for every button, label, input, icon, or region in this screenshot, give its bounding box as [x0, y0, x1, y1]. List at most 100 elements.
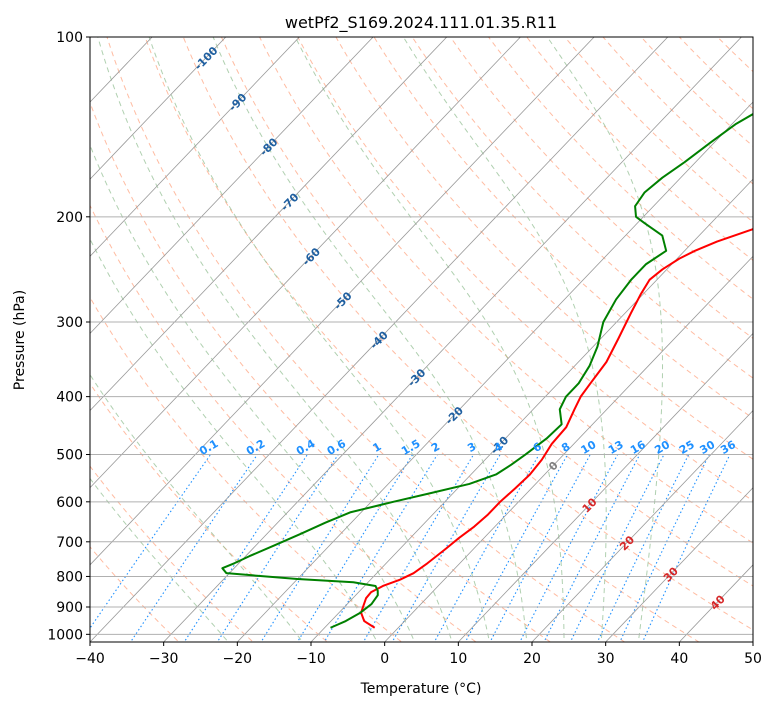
dry-adiabat: [90, 296, 403, 642]
x-tick-label: −10: [296, 651, 326, 667]
mixing-ratio-line: [260, 454, 380, 642]
dry-adiabat: [144, 37, 700, 642]
chart-title: wetPf2_S169.2024.111.01.35.R11: [285, 13, 557, 33]
isotherm-label: -30: [405, 366, 428, 389]
mixing-ratio-line: [464, 454, 569, 642]
isotherm-label: -60: [300, 245, 323, 268]
moist-adiabat: [402, 37, 607, 642]
x-tick-label: 10: [449, 651, 467, 667]
isotherm-label: -20: [443, 404, 466, 427]
isotherm-label: 20: [617, 533, 637, 553]
x-tick-label: −40: [75, 651, 105, 667]
moist-adiabat: [90, 477, 229, 642]
dry-adiabat: [335, 37, 753, 460]
isotherm-line: [90, 37, 669, 642]
x-tick-label: 30: [597, 651, 615, 667]
isotherm-line: [90, 37, 521, 489]
moist-adiabats: [90, 37, 664, 642]
y-tick-label: 700: [56, 535, 83, 551]
mixing-ratio-line: [619, 454, 710, 642]
isotherm-line: [90, 37, 374, 335]
y-tick-label: 100: [56, 30, 83, 46]
dry-adiabat: [220, 37, 753, 587]
x-tick-label: 50: [744, 651, 762, 667]
isotherm-label: -90: [226, 91, 249, 114]
moist-adiabat: [90, 373, 304, 642]
isotherm-line: [384, 255, 753, 642]
x-tick-label: 20: [523, 651, 541, 667]
x-axis-label: Temperature (°C): [360, 681, 482, 697]
isotherm-label: -50: [331, 289, 354, 312]
mixing-ratio-line: [489, 454, 591, 642]
x-tick-label: 40: [670, 651, 688, 667]
dry-adiabat: [90, 204, 477, 642]
y-tick-label: 300: [56, 315, 83, 331]
plot-frame: [89, 36, 754, 643]
plot-area: -100-90-80-70-60-50-40-30-20-10010203040…: [90, 37, 753, 642]
isotherm-line: [163, 37, 742, 642]
mixing-ratio-line: [362, 454, 475, 642]
pressure-gridlines: [90, 37, 753, 635]
isotherm-line: [236, 101, 753, 642]
dry-adiabat: [487, 37, 753, 300]
dry-adiabat: [90, 382, 329, 642]
isotherm-label: 10: [580, 495, 600, 515]
y-tick-label: 800: [56, 569, 83, 585]
x-tick-label: −20: [223, 651, 253, 667]
dry-adiabat: [373, 37, 753, 419]
mixing-ratio-line: [519, 454, 619, 642]
y-axis-label: Pressure (hPa): [12, 290, 28, 390]
moist-adiabat: [90, 143, 416, 642]
isotherm-label: -80: [257, 135, 280, 158]
isotherm-line: [90, 37, 595, 566]
dry-adiabat: [106, 37, 626, 642]
isotherm-line: [752, 641, 753, 642]
isotherm-line: [90, 37, 448, 412]
mixing-ratio-line: [543, 454, 641, 642]
moist-adiabat: [546, 37, 664, 642]
isotherm-line: [310, 178, 753, 642]
temperature-line: [360, 227, 753, 629]
isotherm-line: [457, 332, 753, 642]
moist-adiabat: [90, 237, 378, 642]
moist-adiabat: [148, 37, 490, 642]
y-tick-label: 500: [56, 448, 83, 464]
mixing-ratio-line: [183, 454, 308, 642]
y-tick-label: 1000: [47, 627, 83, 643]
y-tick-label: 600: [56, 495, 83, 511]
dry-adiabat: [90, 465, 254, 642]
y-tick-label: 200: [56, 210, 83, 226]
isotherm-label: 30: [661, 564, 681, 584]
isotherm-lines: [90, 37, 753, 642]
y-tick-label: 400: [56, 390, 83, 406]
mixing-ratio-label: 2: [429, 440, 442, 455]
moist-adiabat: [294, 37, 565, 642]
y-tick-label: 900: [56, 600, 83, 616]
moist-adiabat: [212, 37, 528, 642]
x-tick-label: −30: [149, 651, 179, 667]
mixing-ratio-line: [216, 454, 339, 642]
x-tick-label: 0: [380, 651, 389, 667]
isotherm-line: [90, 37, 300, 257]
dry-adiabat: [90, 101, 552, 642]
mixing-ratio-line: [433, 454, 540, 642]
dry-adiabat: [182, 37, 753, 631]
isotherm-line: [531, 410, 753, 642]
dry-adiabat: [716, 37, 753, 73]
mixing-ratio-lines: [90, 454, 731, 642]
profile-series: [221, 112, 753, 629]
mixing-ratio-line: [90, 454, 212, 630]
mixing-ratio-line: [641, 454, 731, 642]
mixing-ratio-line: [129, 454, 258, 642]
isotherm-line: [605, 487, 753, 642]
dewpoint-line: [221, 112, 753, 629]
isotherm-label: 40: [708, 592, 728, 612]
mixing-ratio-line: [596, 454, 690, 642]
isotherm-label: -40: [368, 328, 391, 351]
mixing-ratio-line: [296, 454, 414, 642]
mixing-ratio-labels: 0.1 0.2 0.4 0.6 1 1.5 2 3 4 6 8 10 13 16 20 25 30 36: [197, 437, 738, 458]
mixing-ratio-line: [323, 454, 438, 642]
moist-adiabat: [97, 37, 453, 642]
